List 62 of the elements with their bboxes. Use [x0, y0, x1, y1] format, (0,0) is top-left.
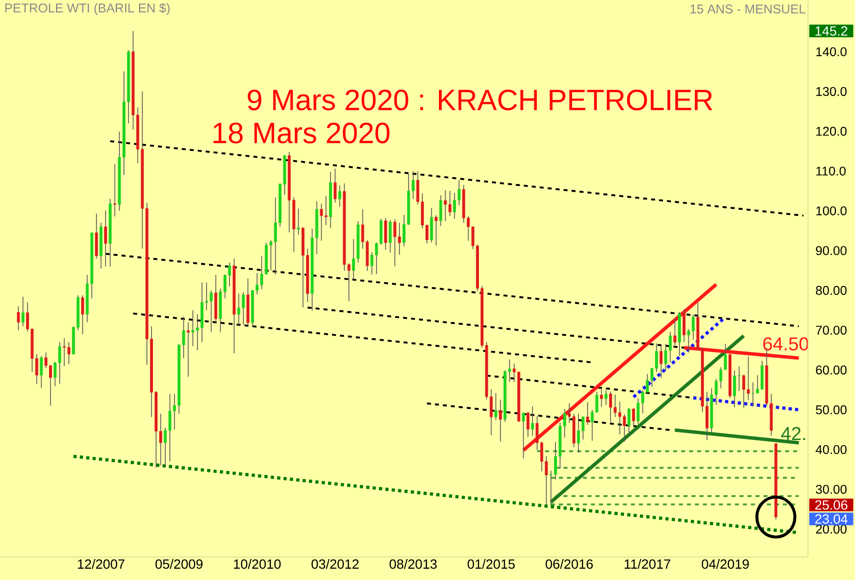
y-tick-label: 90.00	[816, 246, 847, 256]
candlestick	[104, 210, 108, 267]
y-tick-label: 80.00	[816, 286, 847, 295]
candlestick	[338, 184, 342, 208]
candlestick	[448, 190, 452, 216]
x-tick-label: 03/2012	[312, 559, 359, 569]
candlestick	[94, 213, 98, 259]
annotation: 64.50	[763, 337, 808, 350]
y-tick-label: 30.00	[816, 484, 847, 494]
y-tick-label: 50.00	[816, 405, 847, 414]
x-tick-label: 10/2010	[234, 559, 281, 569]
candlestick	[22, 296, 24, 327]
candlestick	[660, 344, 663, 378]
x-tick-label: 05/2009	[155, 559, 203, 569]
candlestick	[673, 318, 676, 346]
chart-title: PETROLE WTI (BARIL EN $)	[5, 2, 170, 15]
text: 23.04	[815, 514, 848, 524]
candlestick	[40, 356, 43, 388]
candlestick	[388, 220, 392, 254]
candlestick	[604, 390, 608, 406]
candlestick	[398, 222, 401, 256]
candlestick	[628, 408, 630, 434]
x-tick-label: 11/2017	[624, 559, 670, 569]
candlestick	[498, 399, 502, 442]
candlestick	[430, 208, 433, 244]
candlestick	[494, 392, 498, 421]
candlestick	[632, 408, 635, 428]
candlestick	[113, 164, 116, 217]
annotation: 42.	[781, 426, 805, 440]
y-tick-label: 130.0	[816, 87, 847, 96]
y-tick-label: 140.0	[816, 47, 847, 56]
y-tick-label: 40.00	[816, 445, 847, 454]
candlestick	[334, 168, 337, 203]
candlestick	[600, 388, 603, 408]
x-tick-label: 01/2015	[468, 559, 515, 569]
y-tick-label: 60.00	[816, 366, 847, 374]
chart-subtitle: 15 ANS - MENSUEL	[690, 4, 806, 14]
x-tick-label: 06/2016	[546, 559, 593, 569]
candlestick	[16, 306, 20, 331]
x-tick-label: 04/2019	[702, 559, 749, 569]
y-tick-label: 110.0	[816, 166, 846, 176]
candlestick	[81, 294, 84, 335]
x-tick-label: 08/2013	[390, 559, 437, 569]
candlestick	[296, 208, 300, 236]
candlestick	[384, 218, 388, 250]
y-tick-label: 70.00	[816, 326, 847, 335]
candlestick	[526, 411, 530, 438]
annotation: 9 Mars 2020 : KRACH PETROLIER	[248, 90, 712, 110]
text: 145.2	[816, 26, 848, 36]
y-tick-label: 20.00	[816, 524, 847, 534]
y-tick-label: 120.0	[816, 126, 847, 136]
candlestick	[439, 194, 442, 226]
text: 25.06	[815, 500, 848, 510]
annotation: 18 Mars 2020	[214, 122, 390, 144]
y-tick-label: 100.0	[816, 206, 847, 216]
candlestick	[522, 412, 525, 459]
candlestick	[434, 214, 438, 246]
candlestick	[531, 406, 534, 436]
candlestick	[682, 308, 686, 343]
candlestick	[586, 402, 590, 426]
candlestick	[186, 322, 190, 378]
x-tick-label: 12/2007	[78, 559, 124, 569]
